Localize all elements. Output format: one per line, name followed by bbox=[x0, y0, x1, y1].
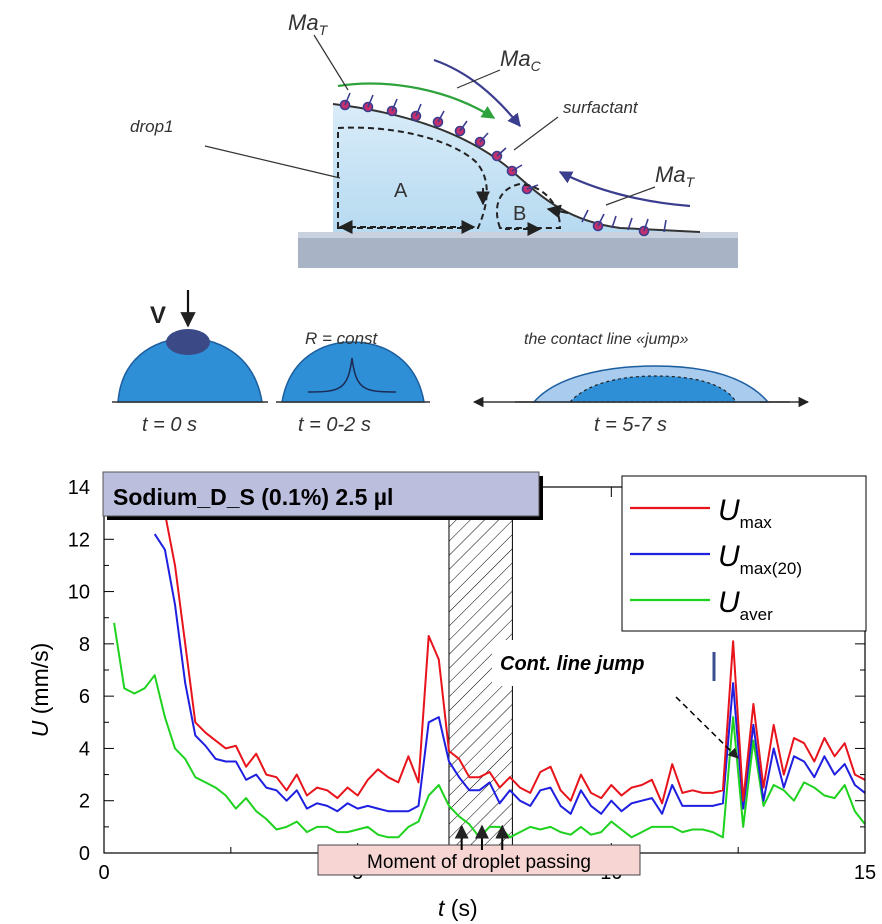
label-t57: t = 5-7 s bbox=[594, 414, 667, 436]
stage1-impacting-droplet bbox=[166, 329, 210, 355]
y-axis-label: U (mm/s) bbox=[27, 643, 53, 738]
label-t02: t = 0-2 s bbox=[298, 414, 371, 436]
velocity-chart: 05101502468101214 Sodium_D_S (0.1%) 2.5 … bbox=[27, 471, 876, 921]
y-tick-label: 2 bbox=[79, 791, 90, 813]
y-tick-label: 0 bbox=[79, 843, 90, 865]
marangoni-schematic bbox=[204, 34, 738, 268]
legend-label: Umax(20) bbox=[718, 540, 802, 578]
label-drop1: drop1 bbox=[130, 117, 173, 136]
y-tick-label: 4 bbox=[79, 738, 90, 760]
y-tick-label: 8 bbox=[79, 634, 90, 656]
flow-cell-b bbox=[495, 182, 562, 229]
legend-label: Uaver bbox=[718, 586, 773, 624]
stage2-drop bbox=[281, 341, 425, 403]
label-ma-c: MaC bbox=[500, 46, 542, 74]
annotation-jump: Cont. line jump bbox=[500, 653, 644, 675]
label-region-a: A bbox=[394, 180, 408, 202]
x-tick-label: 15 bbox=[854, 862, 876, 884]
passing-annotation-box bbox=[317, 844, 641, 876]
y-tick-label: 6 bbox=[79, 686, 90, 708]
label-ma-t-right: MaT bbox=[655, 162, 696, 190]
x-tick-label: 0 bbox=[98, 862, 109, 884]
label-t0: t = 0 s bbox=[142, 414, 197, 436]
series-line-u-aver bbox=[113, 622, 865, 839]
y-tick-label: 14 bbox=[68, 477, 90, 499]
legend-label: Umax bbox=[718, 494, 772, 532]
impact-stages bbox=[112, 290, 810, 408]
jump-arrow bbox=[675, 696, 739, 759]
legend: Umax Umax(20) Uaver bbox=[630, 494, 802, 624]
y-tick-label: 10 bbox=[68, 582, 90, 604]
label-contact-line-jump: the contact line «jump» bbox=[524, 331, 689, 348]
series-line-u-max-20- bbox=[153, 533, 865, 815]
title-box bbox=[102, 471, 540, 517]
jump-annotation-box bbox=[492, 640, 724, 686]
flow-cell-a bbox=[337, 126, 488, 229]
label-region-b: B bbox=[513, 203, 526, 225]
annotation-passing: Moment of droplet passing bbox=[367, 852, 591, 873]
surfactant-molecules bbox=[339, 92, 667, 237]
x-axis-label: t (s) bbox=[438, 895, 478, 921]
passing-arrows bbox=[454, 824, 510, 850]
y-tick-label: 12 bbox=[68, 529, 90, 551]
chart-title: Sodium_D_S (0.1%) 2.5 µl bbox=[113, 484, 393, 510]
series-layer bbox=[113, 487, 865, 839]
label-surfactant: surfactant bbox=[563, 98, 639, 117]
label-ma-t-top: MaT bbox=[288, 10, 329, 38]
label-velocity: V bbox=[150, 302, 166, 329]
drop-body bbox=[333, 104, 700, 232]
label-r-const: R = const bbox=[305, 329, 379, 348]
series-line-u-max bbox=[157, 487, 865, 805]
